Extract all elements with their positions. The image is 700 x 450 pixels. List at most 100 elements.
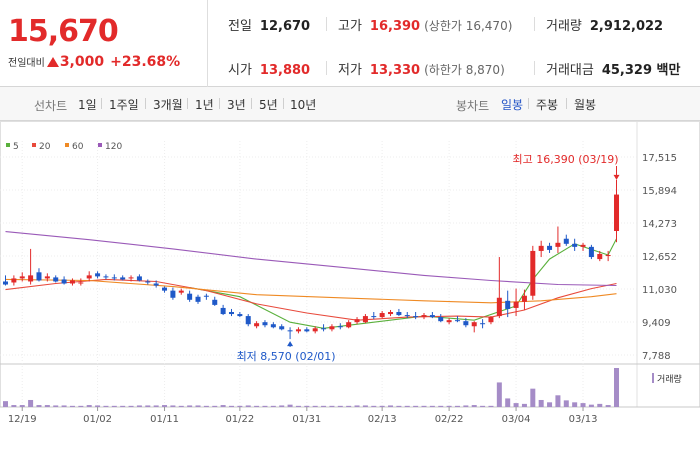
weekly-candle-button[interactable]: 주봉 [536,98,559,112]
x-tick-label: 01/02 [83,414,112,425]
x-tick-label: 03/13 [569,414,598,425]
legend-swatch [65,143,69,147]
volume-bar [321,405,327,407]
volume-bar [153,405,159,407]
prev-close-cell: 전일 12,670 [228,15,310,34]
candle-body [404,315,410,317]
volume-bar [396,405,402,407]
volume-bar [254,405,260,407]
volume-bar [463,405,469,407]
volume-bar [572,402,578,407]
candle-body [187,293,193,300]
candle-body [212,299,218,305]
volume-legend-swatch [652,373,654,383]
volume-bar [555,395,561,407]
y-tick-label: 15,894 [642,186,677,197]
period-5y-button[interactable]: 5년 [259,98,278,112]
toolbar-divider [528,98,529,109]
candle-body [605,255,611,257]
low-value: 13,330 [369,63,421,78]
candle-body [379,313,385,318]
x-tick-label: 02/13 [368,414,397,425]
candle-chart-label: 봉차트 [456,99,490,113]
volume-bar [279,405,285,407]
volume-label: 거래량 [546,19,582,34]
monthly-candle-button[interactable]: 월봉 [574,98,597,112]
low-label: 저가 [338,63,362,78]
candle-body [53,277,59,282]
volume-bar [86,405,92,407]
toolbar-divider [145,98,146,109]
ma120-line [5,231,617,287]
candle-body [270,324,276,328]
daily-candle-button[interactable]: 일봉 [501,98,524,112]
candle-body [346,322,352,328]
volume-bar [471,405,477,407]
period-1w-button[interactable]: 1주일 [109,98,139,112]
toolbar-divider [219,98,220,109]
volume-bar [128,405,134,407]
volume-bar [413,405,419,407]
period-3y-button[interactable]: 3년 [227,98,246,112]
candle-body [413,316,419,318]
legend-label: 60 [72,142,84,152]
volume-bar [597,403,603,407]
candle-body [254,323,260,327]
volume-bar [61,405,67,407]
candle-body [203,295,209,297]
candle-body [438,317,444,322]
volume-bar [563,400,569,407]
x-tick-label: 01/11 [150,414,179,425]
candle-body [547,245,553,250]
candle-body [454,320,460,322]
candle-body [429,315,435,318]
candle-body [78,282,84,284]
ma5-line [189,238,617,329]
candle-body [588,246,594,258]
candle-body [555,242,561,247]
volume-bar [538,399,544,407]
candle-body [362,316,368,323]
candle-body [220,307,226,315]
volume-bar [312,405,318,407]
candle-body [580,244,586,247]
volume-bar [3,401,8,407]
low-arrow-head [287,341,294,347]
volume-bar [329,405,335,407]
volume-bar [505,398,511,407]
candle-body [396,312,402,316]
volume-bar [203,405,209,407]
candle-body [19,276,25,279]
candle-body [69,280,75,284]
candle-body [170,290,176,298]
toolbar-divider [187,98,188,109]
y-tick-label: 9,409 [642,318,671,329]
open-cell: 시가 13,880 [228,59,310,78]
period-10y-button[interactable]: 10년 [290,98,317,112]
change-value: 3,000 [59,54,105,70]
candle-body [11,278,17,283]
volume-value: 2,912,022 [589,19,664,34]
legend-label: 120 [105,142,122,152]
volume-bar [28,399,34,407]
volume-bar [530,388,536,407]
candle-body [128,277,134,279]
volume-bar [287,404,293,407]
period-3m-button[interactable]: 3개월 [153,98,183,112]
volume-bar [496,382,502,407]
period-1y-button[interactable]: 1년 [195,98,214,112]
volume-bar [371,405,377,407]
volume-bar [488,405,494,407]
candle-body [337,326,343,328]
candle-body [262,322,268,326]
period-1d-button[interactable]: 1일 [78,98,97,112]
volume-bar [19,405,25,407]
volume-bar [228,405,234,407]
legend-label: 20 [39,142,51,152]
volume-bar [187,405,193,407]
candle-body [44,276,50,279]
candle-body [513,301,519,308]
up-triangle-icon [46,57,59,67]
y-tick-label: 12,652 [642,252,677,263]
volume-bar [346,405,352,407]
